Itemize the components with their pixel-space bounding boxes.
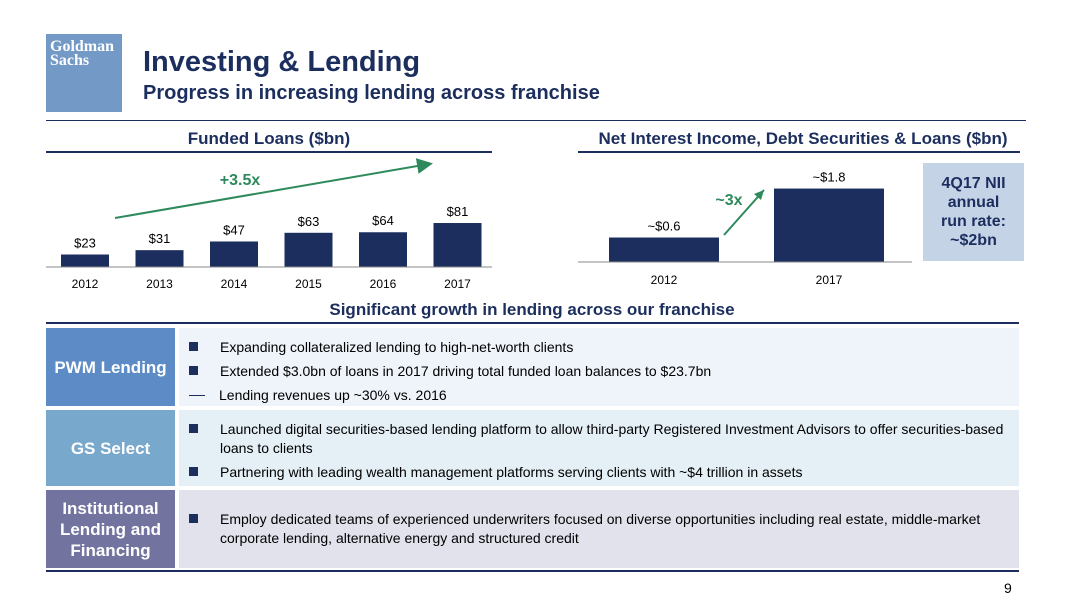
logo-text-line2: Sachs <box>50 52 90 69</box>
funded-loans-value-label: $47 <box>223 222 245 237</box>
bullet-text: Employ dedicated teams of experienced un… <box>220 511 981 546</box>
nii-box-line2: annual <box>947 194 1000 211</box>
nii-bar <box>774 188 884 262</box>
gs-select-label: GS Select <box>46 410 175 486</box>
funded-loans-year-label: 2017 <box>444 277 471 291</box>
page-number: 9 <box>1004 580 1012 596</box>
nii-title: Net Interest Income, Debt Securities & L… <box>598 129 1008 148</box>
dash-icon <box>189 395 205 396</box>
funded-loans-growth-arrow <box>114 158 433 219</box>
bullet-square-icon <box>189 366 198 375</box>
bullet-text: Expanding collateralized lending to high… <box>220 339 574 355</box>
bullet-square-icon <box>189 514 198 523</box>
section-title: Significant growth in lending across our… <box>329 300 735 319</box>
funded-loans-bar <box>433 223 482 267</box>
funded-loans-year-label: 2015 <box>295 277 322 291</box>
bullet-text: Partnering with leading wealth managemen… <box>220 464 803 480</box>
funded-loans-growth-label: +3.5x <box>220 172 261 189</box>
funded-loans-chart: $23 2012 $31 2013 $47 2014 $63 2015 $64 2016 $81 20… <box>46 158 492 291</box>
funded-loans-value-label: $63 <box>298 214 320 229</box>
institutional-lending-label: Institutional Lending and Financing <box>46 490 175 568</box>
bullet-item: Launched digital securities-based lendin… <box>189 420 1005 458</box>
bullet-square-icon <box>189 467 198 476</box>
funded-loans-bar <box>284 232 333 267</box>
nii-box-line4: ~$2bn <box>950 232 997 249</box>
nii-growth-arrow <box>723 189 765 236</box>
bullet-item: Employ dedicated teams of experienced un… <box>189 510 1005 548</box>
institutional-lending-body: Employ dedicated teams of experienced un… <box>179 490 1019 568</box>
footer-divider <box>46 570 1019 572</box>
nii-year-label: 2012 <box>651 273 678 287</box>
funded-loans-bar <box>61 254 109 267</box>
nii-box-line3: run rate: <box>941 213 1006 230</box>
funded-loans-year-label: 2012 <box>72 277 99 291</box>
page-title: Investing & Lending <box>143 46 421 78</box>
bullet-item: Partnering with leading wealth managemen… <box>189 463 1005 482</box>
funded-loans-title: Funded Loans ($bn) <box>187 129 351 148</box>
page-subtitle: Progress in increasing lending across fr… <box>143 82 600 104</box>
header-divider <box>46 120 1026 121</box>
funded-loans-bar <box>210 241 258 267</box>
funded-loans-value-label: $23 <box>74 236 96 251</box>
funded-loans-year-label: 2016 <box>370 277 397 291</box>
nii-chart: ~$0.6 2012 ~$1.8 2017 ~3x <box>578 170 912 287</box>
funded-loans-year-label: 2013 <box>146 277 173 291</box>
funded-loans-year-label: 2014 <box>221 277 248 291</box>
bullet-square-icon <box>189 424 198 433</box>
pwm-lending-label: PWM Lending <box>46 328 175 406</box>
sub-bullet-item: Lending revenues up ~30% vs. 2016 <box>189 386 1005 405</box>
nii-box-line1: 4Q17 NII <box>941 175 1006 192</box>
funded-loans-bar <box>135 250 184 267</box>
nii-growth-arrowhead <box>754 190 764 200</box>
nii-value-label: ~$1.8 <box>813 170 846 185</box>
funded-loans-value-label: $31 <box>149 231 171 246</box>
nii-run-rate-box: 4Q17 NII annual run rate: ~$2bn <box>923 163 1024 261</box>
nii-title-rule <box>578 151 1020 153</box>
funded-loans-value-label: $64 <box>372 213 394 228</box>
bullet-item: Extended $3.0bn of loans in 2017 driving… <box>189 362 1005 381</box>
section-divider <box>46 322 1019 324</box>
funded-loans-title-rule <box>46 151 492 153</box>
logo-text-line1: Goldman <box>50 38 115 55</box>
nii-bar <box>609 237 719 262</box>
nii-year-label: 2017 <box>816 273 843 287</box>
funded-loans-value-label: $81 <box>447 204 469 219</box>
goldman-sachs-logo: Goldman Sachs <box>46 34 122 112</box>
funded-loans-bar <box>359 232 407 267</box>
bullet-text: Extended $3.0bn of loans in 2017 driving… <box>220 363 712 379</box>
gs-select-body: Launched digital securities-based lendin… <box>179 410 1019 486</box>
sub-bullet-text: Lending revenues up ~30% vs. 2016 <box>219 387 447 403</box>
nii-growth-label: ~3x <box>715 192 742 209</box>
bullet-item: Expanding collateralized lending to high… <box>189 338 1005 357</box>
nii-value-label: ~$0.6 <box>648 219 681 234</box>
bullet-square-icon <box>189 342 198 351</box>
pwm-lending-body: Expanding collateralized lending to high… <box>179 328 1019 406</box>
bullet-text: Launched digital securities-based lendin… <box>220 421 1004 456</box>
